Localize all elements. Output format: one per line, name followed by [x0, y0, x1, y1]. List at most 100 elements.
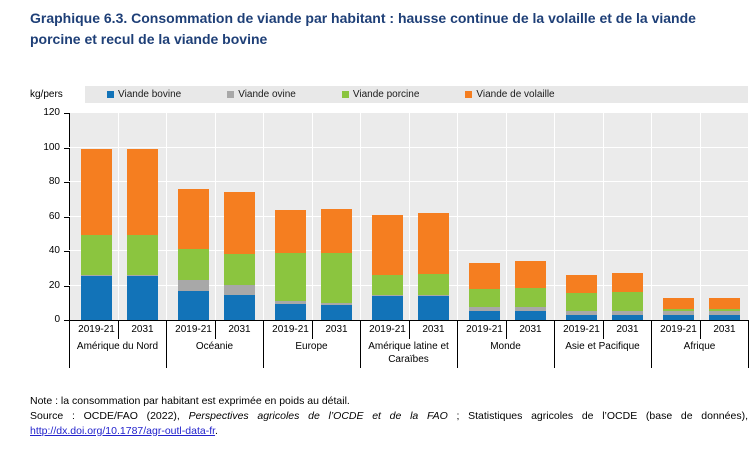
x-group-label-europe: Europe [295, 341, 328, 352]
source-after-link: . [215, 424, 218, 437]
period-separator [311, 320, 313, 339]
period-separator [505, 320, 507, 339]
gridline-v [166, 113, 167, 320]
bar-segment-viande-de-volaille [127, 149, 158, 236]
y-axis-unit-label: kg/pers [30, 89, 63, 100]
bar-asie-et-pacifique-2031 [612, 272, 643, 320]
y-tick-label-40: 40 [48, 245, 60, 256]
chart-legend: Viande bovine Viande ovine Viande porcine V… [85, 86, 748, 103]
legend-item-viande-ovine: Viande ovine [227, 89, 296, 100]
plot-area [69, 113, 748, 321]
x-tick-period-2019-21: 2019-21 [175, 324, 212, 335]
bar-segment-viande-ovine [418, 295, 449, 296]
bar-segment-viande-de-volaille [372, 214, 403, 276]
bar-afrique-2019-21 [663, 298, 694, 320]
y-tick-label-0: 0 [54, 314, 60, 325]
y-tick-mark [64, 320, 69, 321]
bar-segment-viande-bovine [418, 295, 449, 320]
bar-segment-viande-ovine [566, 311, 597, 315]
x-group-label-oceanie: Océanie [195, 341, 234, 352]
x-tick-period-2019-21: 2019-21 [78, 324, 115, 335]
x-group-label-amerique-latine-et-caraibes: Amérique latine et Caraïbes [368, 341, 449, 365]
group-separator [69, 320, 70, 368]
x-group-label-asie-et-pacifique: Asie et Pacifique [565, 341, 640, 352]
gridline-v [602, 113, 604, 320]
x-group-label-afrique: Afrique [683, 341, 716, 352]
bar-segment-viande-porcine [127, 235, 158, 276]
chart-title: Graphique 6.3. Consommation de viande pa… [30, 10, 696, 47]
legend-label-viande-porcine: Viande porcine [352, 89, 420, 100]
source-publication-title: Perspectives agricoles de l’OCDE et de l… [188, 410, 448, 422]
bar-segment-viande-bovine [275, 303, 306, 320]
bar-segment-viande-ovine [321, 302, 352, 306]
legend-swatch-viande-ovine [227, 91, 235, 98]
bar-segment-viande-bovine [321, 305, 352, 320]
bar-segment-viande-de-volaille [81, 149, 112, 236]
bar-segment-viande-ovine [612, 310, 643, 315]
period-separator [699, 320, 701, 339]
y-tick-label-60: 60 [48, 210, 60, 222]
bar-segment-viande-porcine [275, 252, 306, 302]
y-tick-label-20: 20 [48, 279, 60, 291]
bar-segment-viande-ovine [178, 280, 209, 291]
group-separator [748, 320, 749, 368]
x-tick-period-2031: 2031 [616, 324, 639, 335]
x-tick-period-2019-21: 2019-21 [369, 324, 406, 335]
bar-segment-viande-porcine [321, 252, 352, 303]
x-axis: 2019-21 2031 Amérique du Nord 2019-21 2031 Oc… [69, 320, 749, 372]
bar-amerique-latine-et-caraibes-2019-21 [372, 214, 403, 320]
bar-segment-viande-ovine [709, 311, 740, 315]
bar-segment-viande-bovine [178, 290, 209, 320]
bar-segment-viande-bovine [224, 295, 255, 320]
group-separator [263, 320, 264, 368]
x-group-label-monde: Monde [490, 341, 521, 352]
group-separator [651, 320, 652, 368]
bar-segment-viande-de-volaille [515, 260, 546, 289]
y-axis-line [69, 113, 70, 320]
bar-europe-2031 [321, 208, 352, 320]
bar-segment-viande-de-volaille [709, 297, 740, 309]
y-tick-label-120: 120 [43, 107, 60, 118]
y-tick-mark [64, 147, 69, 149]
y-tick-label-80: 80 [48, 176, 60, 187]
y-tick-mark [64, 182, 69, 183]
bar-segment-viande-bovine [81, 276, 112, 320]
bar-amerique-du-nord-2019-21 [81, 149, 112, 320]
gridline-v [311, 113, 313, 320]
bar-segment-viande-porcine [566, 293, 597, 312]
y-axis: 0 20 40 60 80 100 120 [26, 107, 69, 325]
bar-oceanie-2031 [224, 191, 255, 320]
bar-segment-viande-bovine [566, 314, 597, 320]
bar-segment-viande-bovine [709, 314, 740, 320]
bar-segment-viande-ovine [224, 284, 255, 295]
x-tick-period-2019-21: 2019-21 [466, 324, 503, 335]
period-separator [602, 320, 604, 339]
x-tick-period-2031: 2031 [131, 324, 154, 335]
bar-segment-viande-bovine [515, 310, 546, 320]
gridline-v [457, 113, 458, 320]
bar-segment-viande-de-volaille [418, 213, 449, 275]
bar-segment-viande-porcine [612, 291, 643, 311]
gridline-v [505, 113, 507, 320]
legend-swatch-viande-porcine [341, 91, 349, 98]
x-tick-period-2031: 2031 [228, 324, 251, 335]
bar-europe-2019-21 [275, 209, 306, 320]
source-link[interactable]: http://dx.doi.org/10.1787/agr-outl-data-… [30, 424, 216, 437]
legend-item-viande-bovine: Viande bovine [107, 89, 181, 100]
bar-segment-viande-ovine [469, 307, 500, 311]
gridline-v [360, 113, 361, 320]
bar-segment-viande-porcine [515, 288, 546, 308]
bar-segment-viande-ovine [663, 311, 694, 315]
legend-item-viande-porcine: Viande porcine [341, 89, 420, 100]
group-separator [457, 320, 458, 368]
bar-segment-viande-ovine [127, 275, 158, 277]
gridline-v [117, 113, 119, 320]
bar-segment-viande-de-volaille [275, 209, 306, 253]
bar-segment-viande-porcine [178, 249, 209, 281]
gridline-v [408, 113, 410, 320]
group-separator [554, 320, 555, 368]
bar-afrique-2031 [709, 297, 740, 320]
legend-swatch-viande-de-volaille [465, 91, 473, 98]
period-separator [117, 320, 119, 339]
bar-monde-2031 [515, 260, 546, 320]
